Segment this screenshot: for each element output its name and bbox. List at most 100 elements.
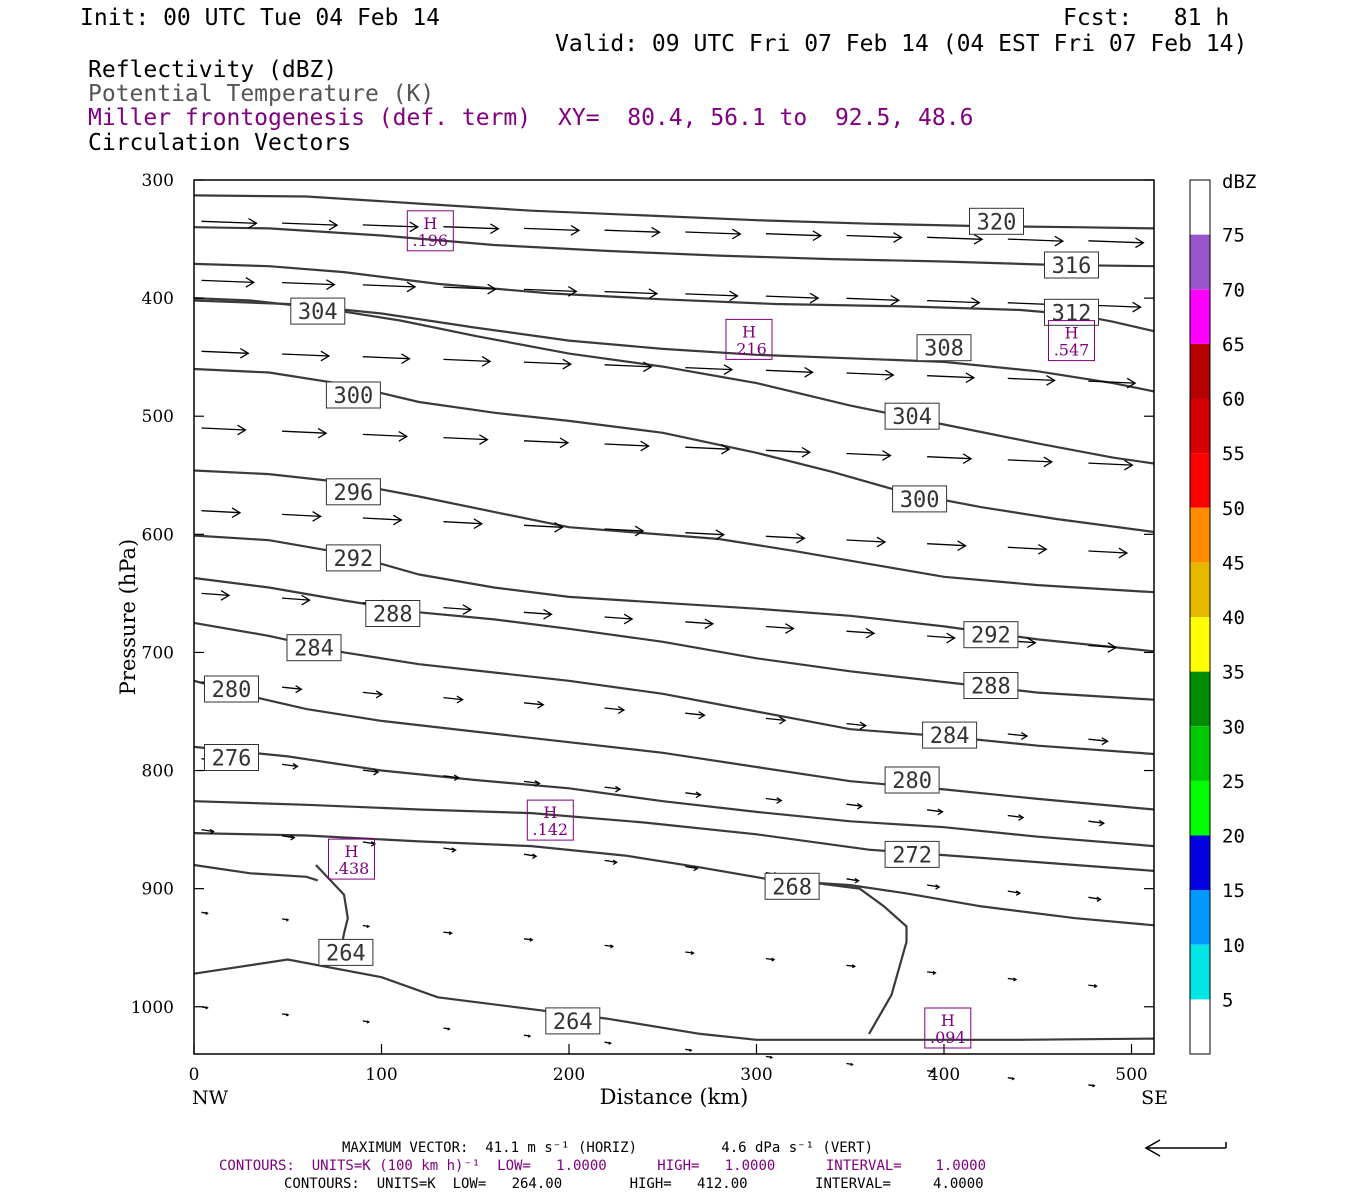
theta-label: 272 — [892, 843, 932, 868]
circulation-vector — [685, 865, 698, 870]
circulation-vector-head — [1018, 814, 1025, 821]
circulation-vector-head — [1096, 896, 1102, 902]
circulation-vector — [282, 597, 310, 601]
circulation-vector-head — [769, 1055, 774, 1060]
theta-label-box — [545, 1007, 601, 1035]
circulation-vector-head — [1093, 984, 1098, 989]
colorbar-segment — [1190, 835, 1210, 891]
fronto-max-symbol: H — [1065, 324, 1079, 343]
circulation-vector-head — [453, 774, 461, 782]
theta-label-box — [204, 744, 259, 771]
circulation-vector — [201, 279, 254, 284]
colorbar-segment — [1190, 398, 1210, 454]
forecast-hour: Fcst: 81 h — [1063, 5, 1230, 31]
theta-label-box — [963, 672, 1019, 699]
circulation-vector-head — [971, 297, 981, 308]
circulation-vector-head — [1107, 642, 1118, 653]
circulation-vector — [1088, 380, 1136, 384]
x-end-label-right: SE — [1141, 1087, 1168, 1109]
colorbar-segment — [1190, 507, 1210, 563]
theta-label-box — [325, 381, 381, 409]
theta-label-box — [916, 334, 972, 362]
circulation-vector — [765, 233, 821, 237]
circulation-vector-head — [882, 450, 892, 461]
fronto-max-box — [1048, 320, 1095, 362]
theta-label: 292 — [971, 624, 1011, 649]
circulation-vector — [685, 293, 738, 297]
circulation-vector — [443, 358, 491, 363]
circulation-vector — [201, 427, 246, 431]
circulation-vector-head — [473, 518, 484, 530]
colorbar-segment — [1190, 343, 1210, 399]
circulation-vector-head — [648, 288, 659, 299]
theta-contour-labels: 3203163123083043043003002962922922882882… — [204, 207, 1099, 1035]
fronto-max-value: .547 — [1054, 341, 1090, 360]
circulation-vector — [362, 433, 407, 438]
circulation-vector-head — [285, 1013, 290, 1017]
circulation-vector-head — [771, 957, 776, 962]
circulation-vector — [846, 722, 866, 727]
x-tick-label: 500 — [1115, 1065, 1147, 1085]
fronto-max-value: .142 — [532, 820, 568, 839]
circulation-vector-head — [392, 514, 403, 526]
circulation-vector-head — [373, 768, 380, 776]
colorbar-level-label: 75 — [1222, 225, 1245, 247]
circulation-vector — [927, 543, 966, 547]
circulation-vector-head — [634, 525, 645, 537]
y-tick-label: 600 — [142, 525, 174, 545]
field-frontogenesis: Miller frontogenesis (def. term) — [88, 105, 532, 131]
x-axis-label: Distance (km) — [600, 1085, 749, 1109]
theta-label-box — [963, 621, 1019, 649]
circulation-vector — [443, 521, 482, 525]
circulation-vector — [443, 286, 496, 290]
theta-label-box — [892, 485, 948, 513]
circulation-vector — [1007, 890, 1021, 894]
circulation-vector — [604, 443, 649, 447]
circulation-vector — [282, 513, 321, 518]
circulation-vector-head — [890, 294, 901, 306]
circulation-vector — [1088, 462, 1133, 466]
circulation-vector-head — [1124, 459, 1134, 471]
circulation-vector — [282, 430, 327, 434]
circulation-vector-head — [731, 228, 742, 240]
theta-contours — [193, 194, 1155, 1041]
circulation-vector-head — [1011, 1077, 1016, 1081]
circulation-vector-head — [785, 623, 795, 634]
circulation-vector — [1007, 459, 1052, 463]
theta-label-box — [969, 207, 1024, 235]
theta-label-box — [764, 872, 820, 900]
field-vectors: Circulation Vectors — [88, 130, 352, 156]
theta-label: 296 — [334, 481, 374, 506]
theta-label: 300 — [900, 488, 940, 513]
circulation-vector — [362, 224, 418, 228]
circulation-vector-head — [720, 443, 731, 455]
colorbar-level-label: 10 — [1222, 935, 1245, 957]
fronto-max-value: .094 — [930, 1028, 966, 1047]
circulation-vector-head — [559, 437, 570, 449]
colorbar-level-label: 50 — [1222, 498, 1245, 520]
colorbar-frame — [1189, 179, 1211, 1055]
colorbar-segment — [1190, 617, 1210, 672]
circulation-vector-head — [1015, 890, 1022, 896]
theta-contour-line — [193, 226, 1155, 268]
colorbar-segment — [1190, 180, 1210, 235]
circulation-vector-head — [617, 705, 626, 715]
circulation-vector — [1007, 546, 1047, 550]
x-tick-label: 100 — [365, 1065, 397, 1085]
fronto-max-box — [328, 838, 375, 880]
fronto-max-value: .438 — [334, 859, 370, 878]
circulation-vector-head — [812, 230, 823, 242]
circulation-vector-head — [570, 225, 581, 236]
circulation-vector-head — [401, 353, 411, 365]
circulation-vector — [1007, 238, 1063, 242]
circulation-vector-head — [651, 226, 661, 238]
theta-label: 308 — [924, 337, 964, 362]
circulation-vector-head — [615, 785, 622, 793]
circulation-vector — [685, 621, 713, 625]
circulation-vector — [443, 775, 459, 779]
circulation-vector — [685, 366, 733, 371]
circulation-vector-head — [723, 364, 734, 375]
circulation-vector-head — [643, 361, 653, 373]
circulation-vector-head — [876, 536, 887, 548]
